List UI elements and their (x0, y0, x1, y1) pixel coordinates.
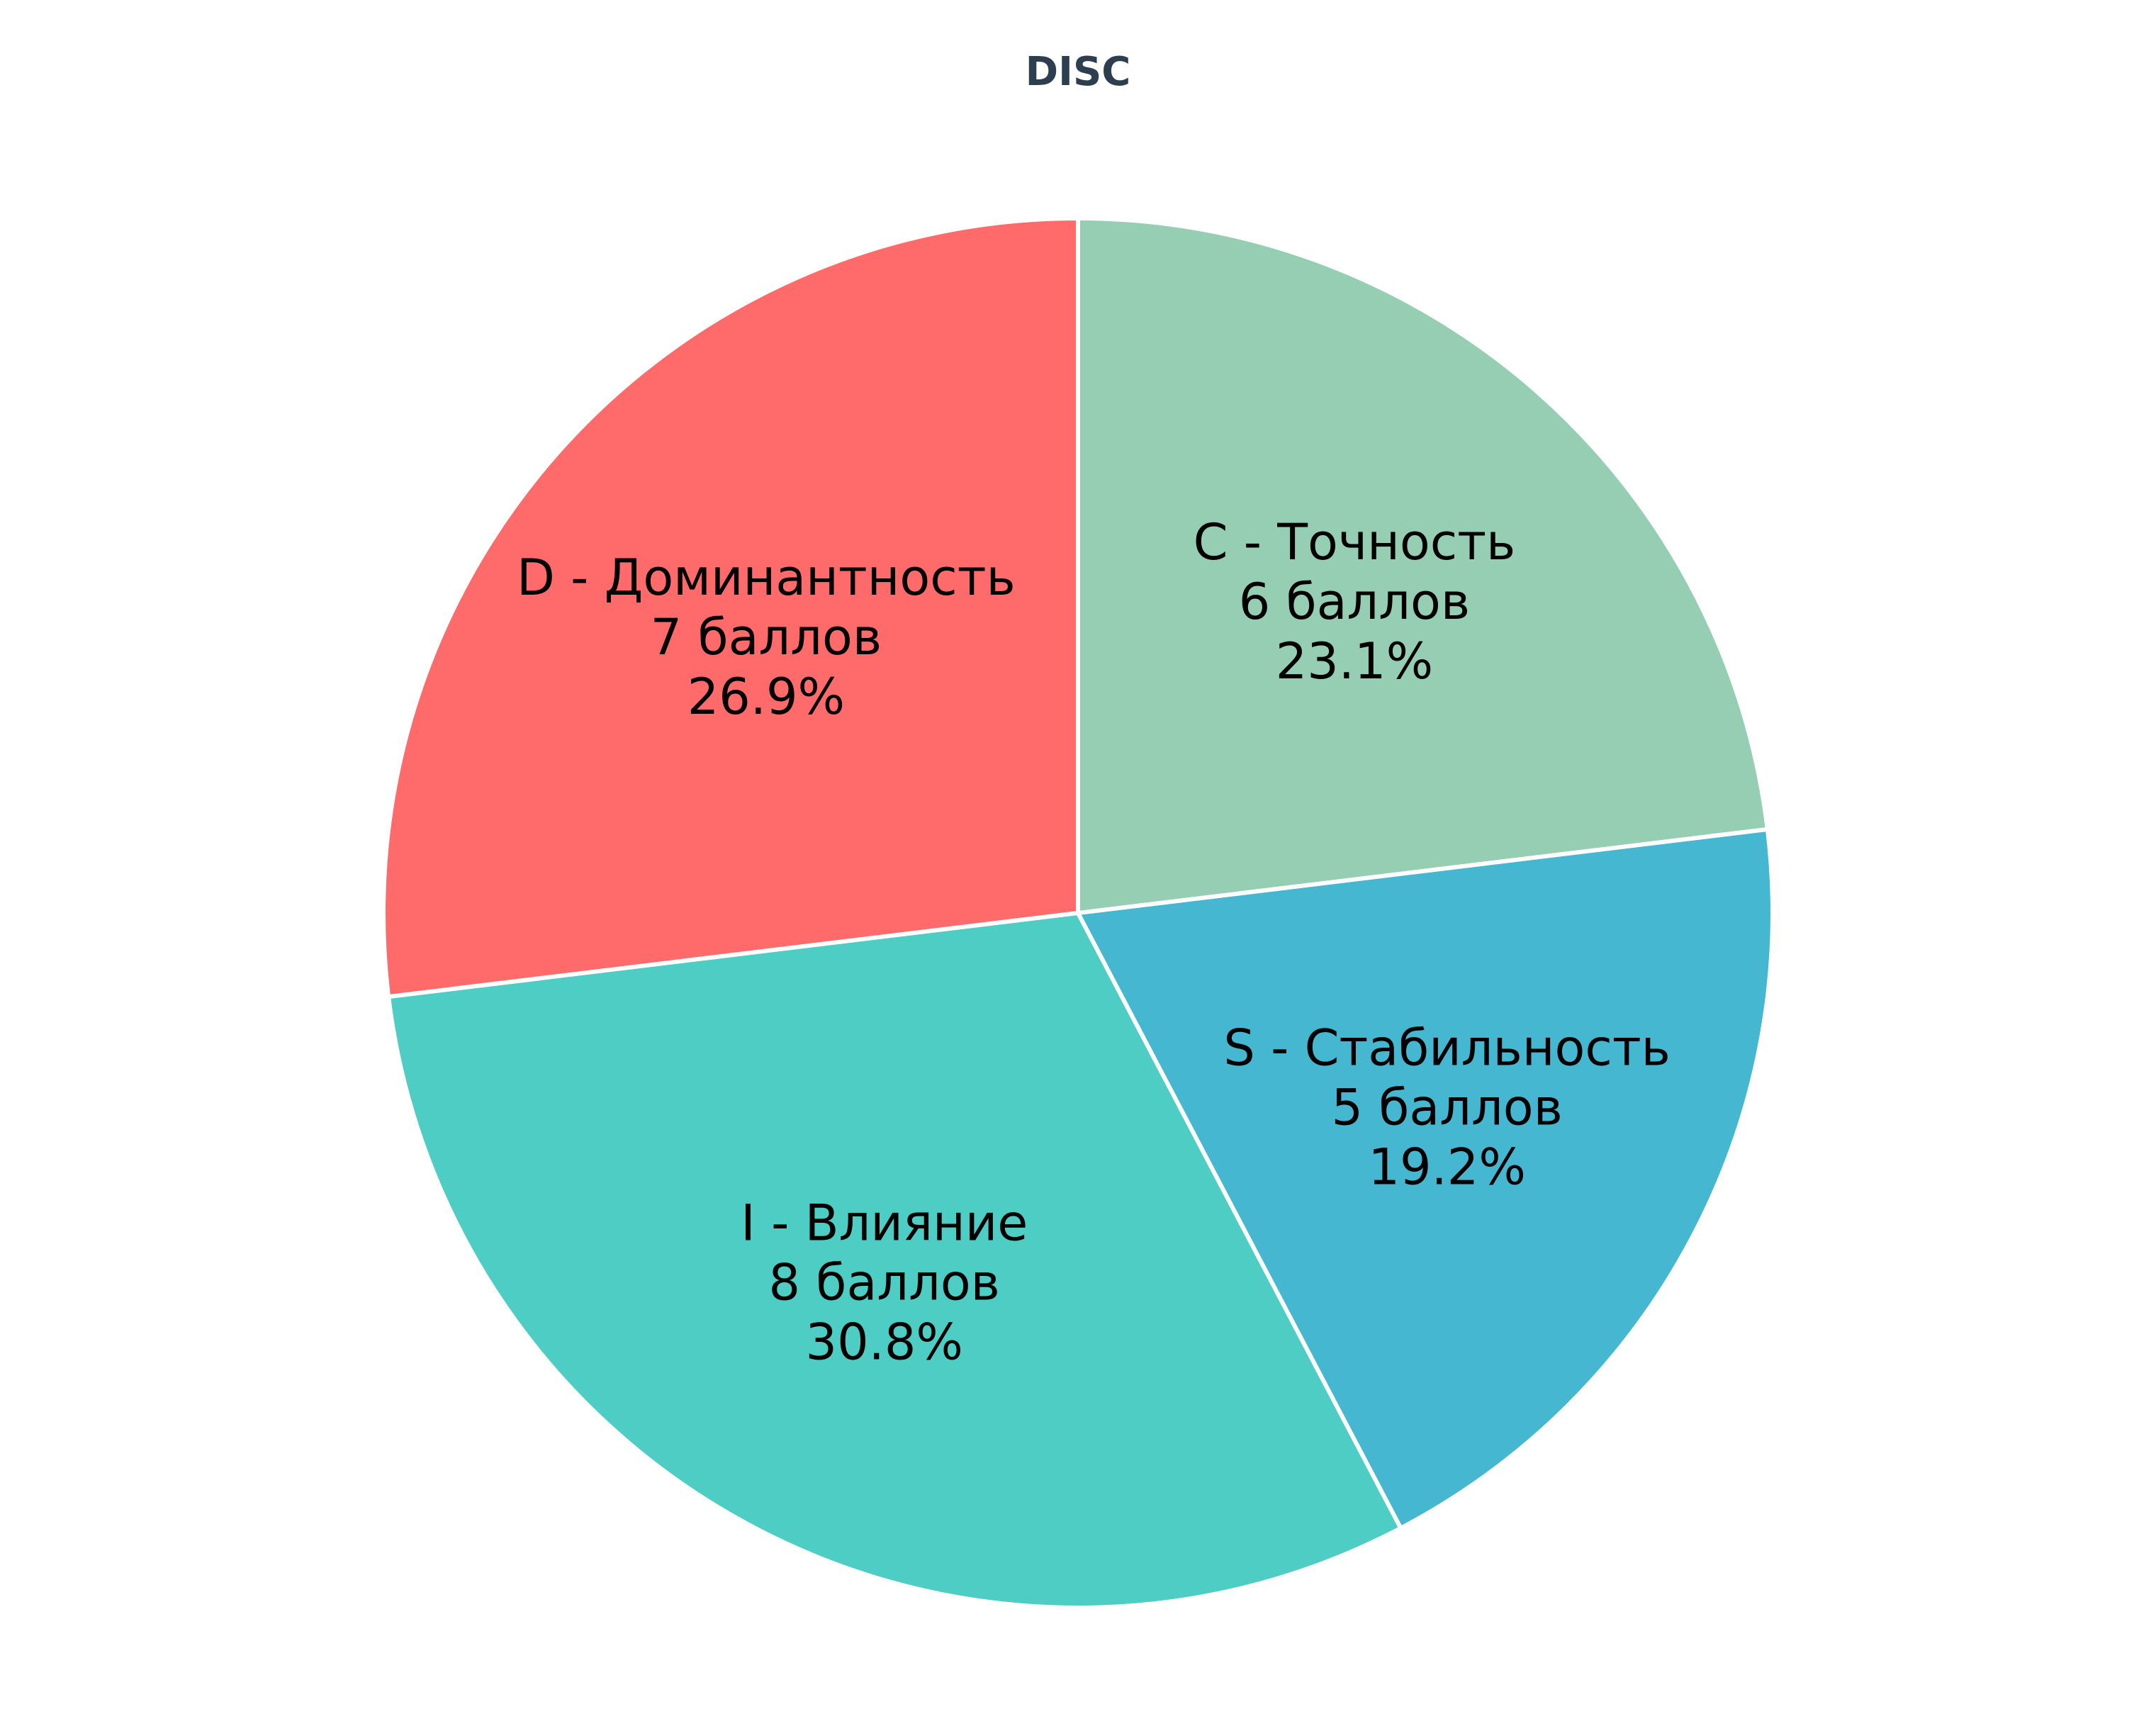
pie-slice-3 (1076, 827, 1775, 1530)
pie-slice-4 (1076, 216, 1770, 915)
slice-percent: 26.9% (687, 668, 845, 726)
pie-slice-2 (386, 911, 1403, 1610)
slice-value: 7 баллов (651, 608, 882, 666)
slice-percent: 19.2% (1368, 1138, 1525, 1196)
slice-value: 6 баллов (1239, 573, 1470, 631)
slice-label-4: C - Точность 6 баллов 23.1% (1194, 513, 1516, 690)
slice-label-1: D - Доминантность 7 баллов 26.9% (517, 549, 1016, 726)
pie-labels: D - Доминантность 7 баллов 26.9% I - Влияни… (517, 513, 1671, 1372)
slice-name: S - Стабильность (1223, 1019, 1671, 1077)
pie-slices (381, 216, 1775, 1610)
slice-value: 5 баллов (1331, 1078, 1562, 1136)
slice-name: C - Точность (1194, 513, 1516, 571)
slice-percent: 30.8% (806, 1313, 963, 1372)
chart-title: DISC (1026, 49, 1131, 95)
slice-value: 8 баллов (769, 1254, 1000, 1312)
slice-label-3: S - Стабильность 5 баллов 19.2% (1223, 1019, 1671, 1196)
pie-slice-1 (381, 216, 1080, 999)
slice-name: D - Доминантность (517, 549, 1016, 607)
slice-percent: 23.1% (1276, 632, 1433, 690)
slice-label-2: I - Влияние 8 баллов 30.8% (741, 1194, 1028, 1372)
slice-name: I - Влияние (741, 1194, 1028, 1253)
